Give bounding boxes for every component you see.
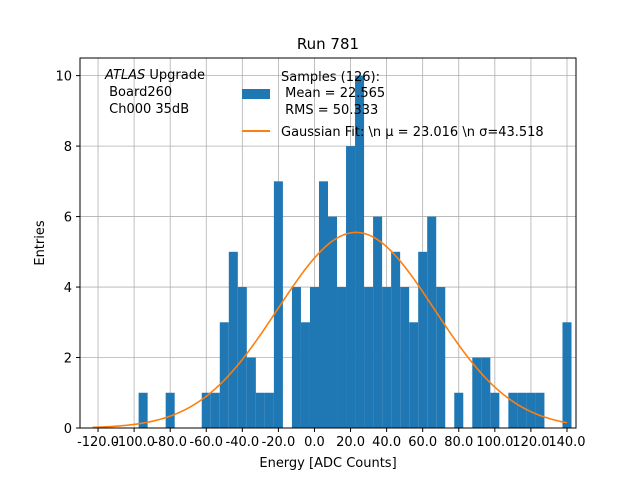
x-tick-label: 100.0 <box>476 435 513 450</box>
histogram-bar <box>138 392 148 428</box>
annotation-line2: Board260 <box>105 85 172 100</box>
annotation-upgrade: Upgrade <box>145 68 205 83</box>
x-tick-label: 20.0 <box>336 435 365 450</box>
histogram-bar <box>346 146 356 428</box>
histogram-bar <box>481 357 491 428</box>
histogram-bar <box>409 322 419 428</box>
histogram-bar <box>328 216 338 428</box>
annotation-atlas: ATLAS <box>104 68 145 83</box>
x-tick-label: -40.0 <box>226 435 260 450</box>
histogram-bar <box>364 287 374 428</box>
histogram-bar <box>219 322 229 428</box>
histogram-bar <box>535 392 545 428</box>
gaussian-fit <box>92 231 568 429</box>
y-tick-label: 4 <box>64 281 72 296</box>
histogram-bar <box>382 287 392 428</box>
y-tick-label: 2 <box>64 352 72 367</box>
chart-title: Run 781 <box>297 35 359 53</box>
histogram-bar <box>517 392 527 428</box>
x-tick-label: -20.0 <box>262 435 296 450</box>
x-tick-label: 0.0 <box>304 435 325 450</box>
histogram-bar <box>165 392 175 428</box>
histogram-bar <box>400 287 410 428</box>
histogram-bar <box>490 392 500 428</box>
histogram-bar <box>355 75 365 428</box>
histogram-bar <box>418 251 428 428</box>
x-tick-label: 60.0 <box>408 435 437 450</box>
histogram-bar <box>309 287 319 428</box>
histogram-bar <box>237 287 247 428</box>
histogram-bar <box>391 251 401 428</box>
histogram-bar <box>562 322 572 428</box>
y-tick-label: 6 <box>64 211 72 226</box>
y-tick-label: 8 <box>64 140 72 155</box>
x-tick-label: 80.0 <box>444 435 473 450</box>
x-tick-label: 120.0 <box>512 435 549 450</box>
histogram-bar <box>427 216 437 428</box>
annotation-line1: ATLAS Upgrade <box>104 68 205 83</box>
x-axis-title: Energy [ADC Counts] <box>259 456 396 471</box>
x-axis-ticks: -120.0-100.0-80.0 -60.0 -40.0 -20.0 0.0 20.0 4… <box>77 428 586 450</box>
histogram-bar <box>255 392 265 428</box>
histogram-bar <box>228 251 238 428</box>
legend-samples-line3: RMS = 50.333 <box>281 103 378 118</box>
x-tick-label: -80.0 <box>153 435 187 450</box>
histogram-bar <box>337 287 347 428</box>
histogram-bar <box>436 287 446 428</box>
x-tick-label: -100.0 <box>113 435 155 450</box>
histogram-bar <box>264 392 274 428</box>
legend-bar-swatch <box>242 89 270 99</box>
plot-frame <box>79 57 577 429</box>
histogram-bars <box>138 75 572 428</box>
histogram-bar <box>246 357 256 428</box>
histogram-bar <box>273 181 283 428</box>
x-tick-label: -60.0 <box>189 435 223 450</box>
y-tick-label: 10 <box>55 70 72 85</box>
legend-samples-line1: Samples (126): <box>281 70 380 85</box>
histogram-bar <box>210 392 220 428</box>
atlas-annotation: ATLAS Upgrade Board260 Ch000 35dB <box>104 68 205 117</box>
x-tick-label: -120.0 <box>77 435 119 450</box>
y-axis-ticks: 0 2 4 6 8 10 <box>55 70 80 437</box>
histogram-bar <box>508 392 518 428</box>
y-tick-label: 0 <box>64 422 72 437</box>
histogram-bar <box>201 392 211 428</box>
histogram-bar <box>472 357 482 428</box>
legend-samples-line2: Mean = 22.565 <box>281 86 385 101</box>
histogram-bar <box>526 392 536 428</box>
histogram-bar <box>291 287 301 428</box>
histogram-bar <box>300 322 310 428</box>
histogram-bar <box>373 216 383 428</box>
x-tick-label: 140.0 <box>548 435 585 450</box>
legend-fit-label: Gaussian Fit: \n μ = 23.016 \n σ=43.518 <box>281 125 544 140</box>
histogram-bar <box>318 181 328 428</box>
legend: Samples (126): Mean = 22.565 RMS = 50.33… <box>242 70 544 140</box>
y-axis-title: Entries <box>33 220 48 266</box>
x-tick-label: 40.0 <box>372 435 401 450</box>
fit-curve <box>92 231 568 429</box>
annotation-line3: Ch000 35dB <box>105 102 189 117</box>
histogram-bar <box>454 392 464 428</box>
